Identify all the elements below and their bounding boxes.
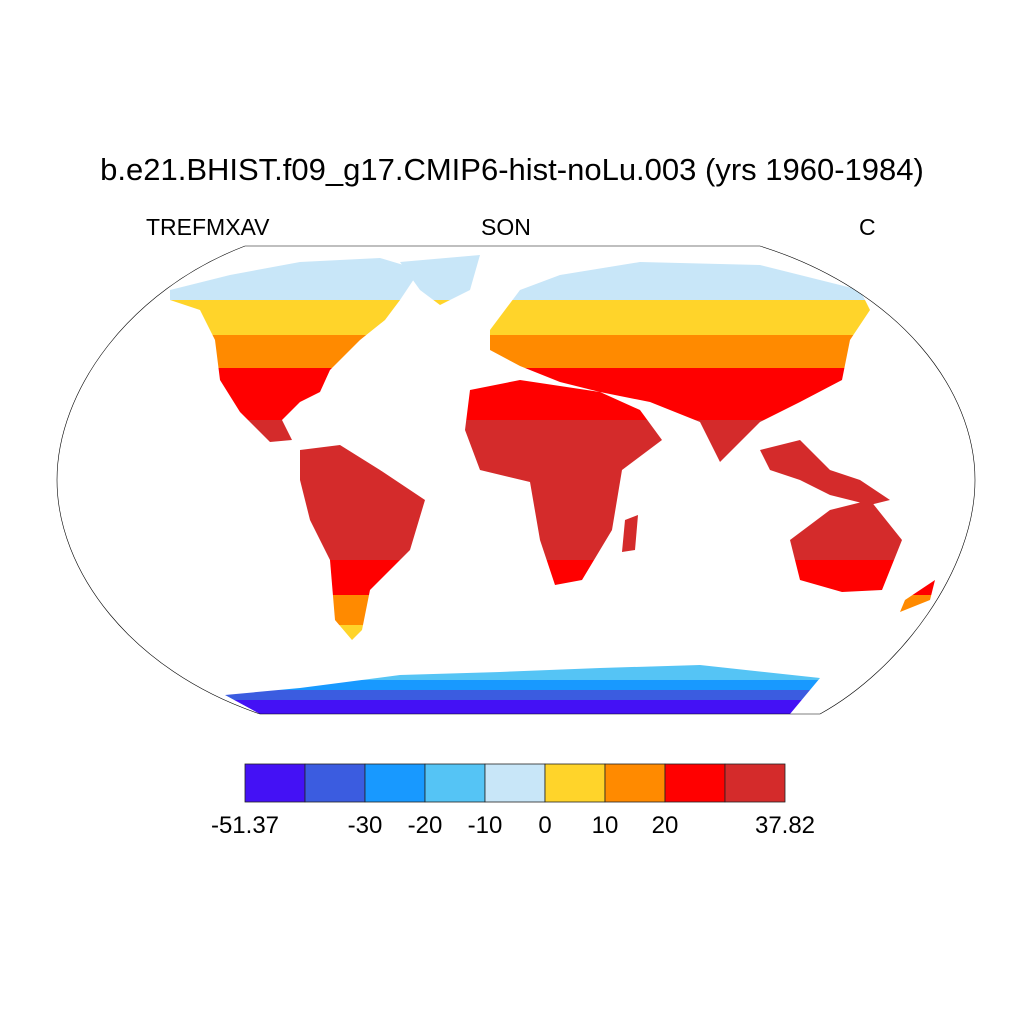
temperature-band	[170, 368, 935, 420]
temperature-band	[225, 680, 820, 690]
colorbar-segment	[484, 763, 546, 803]
colorbar-segment	[544, 763, 606, 803]
colorbar-segment	[424, 763, 486, 803]
temperature-band	[225, 665, 820, 680]
temperature-band	[170, 420, 935, 560]
temperature-band	[225, 700, 820, 714]
temperature-band	[170, 335, 935, 368]
colorbar	[244, 763, 786, 803]
colorbar-tick-label: 20	[651, 812, 679, 839]
colorbar-segment	[604, 763, 666, 803]
antarctica-temperature-field	[225, 665, 820, 714]
units-label: C	[859, 214, 876, 240]
temperature-band	[170, 625, 935, 640]
temperature-band	[170, 255, 935, 300]
season-label: SON	[481, 214, 531, 240]
colorbar-tick-label: -20	[407, 812, 443, 839]
temperature-band	[170, 595, 935, 625]
temperature-band	[170, 300, 935, 335]
colorbar-tick-label: 10	[591, 812, 619, 839]
colorbar-segment	[244, 763, 306, 803]
plot-title: b.e21.BHIST.f09_g17.CMIP6-hist-noLu.003 …	[100, 152, 924, 187]
colorbar-tick-label: 37.82	[754, 812, 816, 839]
map-border	[56, 245, 976, 715]
temperature-band	[170, 560, 935, 595]
colorbar-segment	[664, 763, 726, 803]
land-temperature-field	[170, 255, 935, 640]
variable-label: TREFMXAV	[146, 214, 270, 240]
colorbar-segment	[724, 763, 786, 803]
colorbar-tick-label: -51.37	[210, 812, 280, 839]
colorbar-tick-label: -10	[467, 812, 503, 839]
colorbar-segment	[304, 763, 366, 803]
colorbar-segment	[364, 763, 426, 803]
temperature-band	[225, 690, 820, 700]
colorbar-tick-label: -30	[347, 812, 383, 839]
colorbar-tick-label: 0	[538, 812, 552, 839]
